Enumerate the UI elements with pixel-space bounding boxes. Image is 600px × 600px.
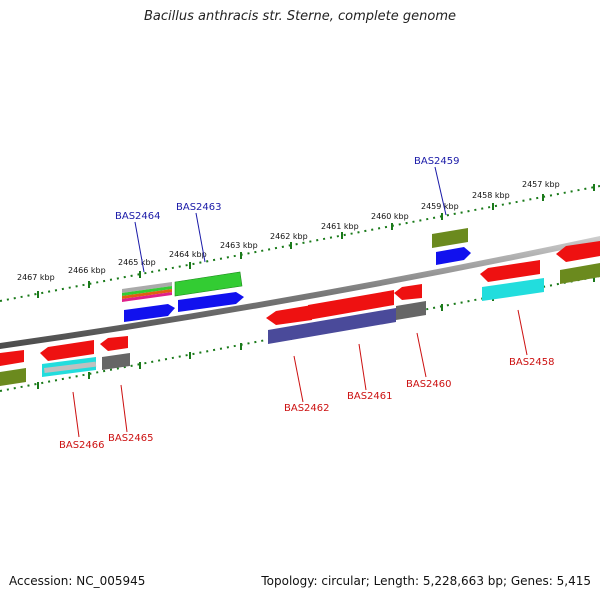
- gene-label-bas2466[interactable]: BAS2466: [59, 440, 105, 451]
- feature-bas2466-red[interactable]: [40, 340, 94, 361]
- feature-bas2461-red[interactable]: [308, 290, 394, 320]
- gene-label-bas2459[interactable]: BAS2459: [414, 156, 460, 167]
- tick-label-2464: 2464 kbp: [169, 250, 207, 259]
- tick-label-2463: 2463 kbp: [220, 241, 258, 250]
- gene-label-bas2464[interactable]: BAS2464: [115, 211, 161, 222]
- feature-left-red[interactable]: [0, 350, 24, 366]
- feature-bas2459-olive[interactable]: [432, 228, 468, 248]
- genome-backbone: [0, 236, 600, 349]
- forward-leader-lines: [134, 166, 447, 273]
- map-title: Bacillus anthracis str. Sterne, complete…: [144, 9, 456, 24]
- feature-bas2464-blue[interactable]: [124, 304, 175, 322]
- feature-bas2458-red[interactable]: [480, 260, 540, 282]
- feature-edge-red[interactable]: [556, 241, 600, 262]
- feature-bas2458-cyan[interactable]: [482, 278, 544, 301]
- accession-text: Accession: NC_005945: [9, 574, 146, 588]
- genome-summary-text: Topology: circular; Length: 5,228,663 bp…: [261, 574, 591, 588]
- tick-label-2459: 2459 kbp: [421, 202, 459, 211]
- feature-bas2460-red[interactable]: [394, 284, 422, 300]
- feature-bas2463-blue[interactable]: [178, 292, 244, 312]
- reverse-leader-lines: [72, 309, 528, 438]
- tick-label-2457: 2457 kbp: [522, 180, 560, 189]
- gene-label-bas2462[interactable]: BAS2462: [284, 403, 330, 414]
- feature-bas2460-gray[interactable]: [396, 301, 426, 320]
- upper-major-ticks: [37, 184, 595, 298]
- feature-bas2466-gray[interactable]: [44, 361, 97, 373]
- gene-label-bas2461[interactable]: BAS2461: [347, 391, 393, 402]
- tick-label-2458: 2458 kbp: [472, 191, 510, 200]
- tick-label-2465: 2465 kbp: [118, 258, 156, 267]
- gene-label-bas2460[interactable]: BAS2460: [406, 379, 452, 390]
- feature-bas2461-navy[interactable]: [268, 308, 396, 344]
- feature-bas2459-blue[interactable]: [436, 247, 471, 265]
- tick-label-2461: 2461 kbp: [321, 222, 359, 231]
- tick-label-2467: 2467 kbp: [17, 273, 55, 282]
- feature-bas2462-red[interactable]: [266, 305, 312, 325]
- tick-label-2466: 2466 kbp: [68, 266, 106, 275]
- gene-label-bas2463[interactable]: BAS2463: [176, 202, 222, 213]
- feature-bas2463-green[interactable]: [174, 271, 243, 297]
- feature-edge-olive[interactable]: [560, 263, 600, 284]
- feature-bas2465-red[interactable]: [100, 336, 128, 351]
- gene-label-bas2465[interactable]: BAS2465: [108, 433, 154, 444]
- feature-bas2464-stack[interactable]: [122, 282, 172, 302]
- tick-label-2462: 2462 kbp: [270, 232, 308, 241]
- feature-bas2465-gray[interactable]: [102, 353, 130, 370]
- feature-left-olive[interactable]: [0, 368, 26, 386]
- tick-label-2460: 2460 kbp: [371, 212, 409, 221]
- gene-label-bas2458[interactable]: BAS2458: [509, 357, 555, 368]
